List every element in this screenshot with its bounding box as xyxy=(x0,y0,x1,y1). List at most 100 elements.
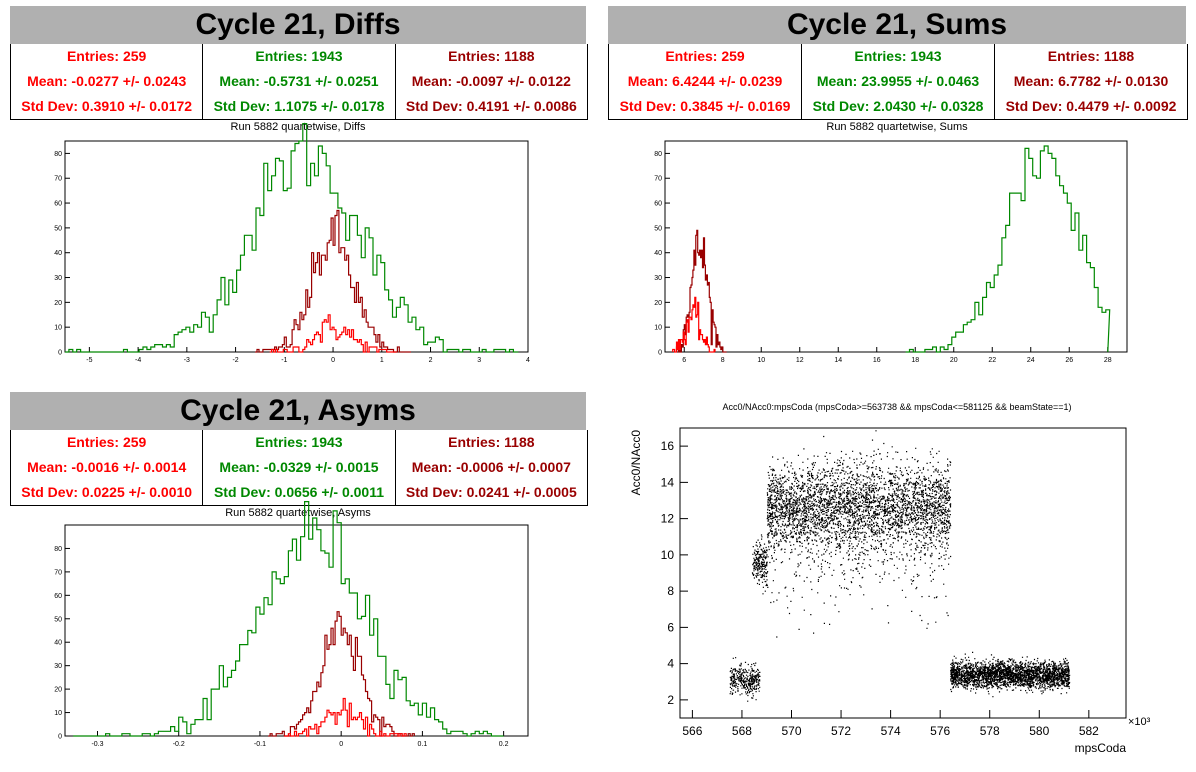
x-tick-label: -0.1 xyxy=(254,741,266,748)
sums-stats-box: Entries: 259 Mean: 6.4244 +/- 0.0239 Std… xyxy=(608,44,1188,120)
y-tick-label: 12 xyxy=(661,512,675,526)
sums-series-darkred xyxy=(675,229,727,353)
scatter-cluster-4 xyxy=(950,651,1071,698)
x-tick-label: 578 xyxy=(980,724,1000,738)
x-tick-label: 26 xyxy=(1065,357,1073,364)
x-tick-label: 12 xyxy=(796,357,804,364)
entries-value: 1943 xyxy=(910,48,942,64)
asyms-series-darkred xyxy=(268,611,415,737)
y-tick-label: 20 xyxy=(54,687,62,694)
diffs-stats-red: Entries: 259 Mean: -0.0277 +/- 0.0243 St… xyxy=(11,44,204,119)
diffs-frame xyxy=(64,140,529,353)
sums-frame xyxy=(664,140,1128,353)
y-tick-label: 6 xyxy=(667,620,674,634)
scatter-cluster-1 xyxy=(751,534,768,595)
y-tick-label: 70 xyxy=(654,176,662,183)
diffs-subtitle: Run 5882 quartetwise, Diffs xyxy=(230,121,366,133)
y-tick-label: 60 xyxy=(54,593,62,600)
mean-value: -0.0329 +/- 0.0015 xyxy=(263,459,379,475)
y-tick-label: 80 xyxy=(54,546,62,553)
mean-value: -0.0006 +/- 0.0007 xyxy=(456,459,571,475)
scatter-title: Acc0/NAcc0:mpsCoda (mpsCoda>=563738 && m… xyxy=(722,402,1072,412)
x-tick-label: -4 xyxy=(135,357,141,364)
entries-value: 259 xyxy=(122,48,147,64)
x-tick-label: 10 xyxy=(757,357,765,364)
y-tick-label: 50 xyxy=(54,616,62,623)
x-tick-label: 568 xyxy=(732,724,752,738)
y-tick-label: 30 xyxy=(654,275,662,282)
std-value: 0.3910 +/- 0.0172 xyxy=(81,98,193,114)
sums-stats-green: Entries: 1943 Mean: 23.9955 +/- 0.0463 S… xyxy=(802,44,995,119)
scatter-cluster-2 xyxy=(766,430,952,583)
y-tick-label: 80 xyxy=(54,151,62,158)
x-tick-label: 572 xyxy=(831,724,851,738)
y-tick-label: 0 xyxy=(58,734,62,741)
x-tick-label: 570 xyxy=(781,724,801,738)
y-tick-label: 20 xyxy=(54,300,62,307)
x-tick-label: 0.1 xyxy=(418,741,428,748)
x-axis-exponent: ×10³ xyxy=(1128,716,1151,728)
x-tick-label: 22 xyxy=(988,357,996,364)
entries-value: 1943 xyxy=(311,434,343,450)
x-tick-label: 16 xyxy=(873,357,881,364)
x-tick-label: -1 xyxy=(281,357,287,364)
y-tick-label: 70 xyxy=(54,569,62,576)
x-tick-label: -0.3 xyxy=(91,741,103,748)
mean-value: 6.4244 +/- 0.0239 xyxy=(672,73,783,89)
y-tick-label: 20 xyxy=(654,300,662,307)
asyms-stats-darkred: Entries: 1188 Mean: -0.0006 +/- 0.0007 S… xyxy=(405,434,577,500)
x-tick-label: -5 xyxy=(86,357,92,364)
asyms-stats-red: Entries: 259 Mean: -0.0016 +/- 0.0014 St… xyxy=(11,430,204,505)
y-tick-label: 30 xyxy=(54,663,62,670)
entries-value: 259 xyxy=(122,434,147,450)
entries-value: 1188 xyxy=(504,48,535,64)
std-value: 0.3845 +/- 0.0169 xyxy=(680,98,791,114)
x-tick-label: -2 xyxy=(232,357,238,364)
std-value: 0.0241 +/- 0.0005 xyxy=(466,484,577,500)
entries-value: 1188 xyxy=(504,434,535,450)
std-value: 0.4191 +/- 0.0086 xyxy=(466,98,577,114)
y-tick-label: 80 xyxy=(654,151,662,158)
y-tick-label: 60 xyxy=(654,201,662,208)
sums-series-red xyxy=(672,296,716,353)
sums-subtitle: Run 5882 quartetwise, Sums xyxy=(826,121,968,133)
x-tick-label: 6 xyxy=(682,357,686,364)
diffs-series-green xyxy=(65,123,519,353)
diffs-stats-darkred: Entries: 1188 Mean: -0.0097 +/- 0.0122 S… xyxy=(405,48,577,114)
x-tick-label: 2 xyxy=(429,357,433,364)
y-tick-label: 40 xyxy=(54,640,62,647)
mean-value: 23.9955 +/- 0.0463 xyxy=(861,73,980,89)
mean-value: -0.0016 +/- 0.0014 xyxy=(71,459,187,475)
scatter-frame xyxy=(679,427,1127,719)
x-tick-label: 0.2 xyxy=(499,741,509,748)
x-tick-label: 580 xyxy=(1029,724,1049,738)
y-tick-label: 50 xyxy=(54,225,62,232)
diffs-series-darkred xyxy=(255,209,411,353)
x-tick-label: 582 xyxy=(1079,724,1099,738)
sums-stats-darkred: Entries: 1188 Mean: 6.7782 +/- 0.0130 St… xyxy=(1005,48,1177,114)
mean-value: 6.7782 +/- 0.0130 xyxy=(1058,73,1169,89)
diffs-stats-box: Entries: 259 Mean: -0.0277 +/- 0.0243 St… xyxy=(10,44,588,120)
x-axis-label: mpsCoda xyxy=(1075,741,1127,755)
asyms-stats-box: Entries: 259 Mean: -0.0016 +/- 0.0014 St… xyxy=(10,430,588,506)
diffs-series-red xyxy=(269,314,397,353)
y-tick-label: 2 xyxy=(667,693,674,707)
x-tick-label: 24 xyxy=(1027,357,1035,364)
x-tick-label: 0 xyxy=(331,357,335,364)
diffs-title: Cycle 21, Diffs xyxy=(10,6,586,44)
y-axis-label: Acc0/NAcc0 xyxy=(629,430,643,496)
x-tick-label: 14 xyxy=(834,357,842,364)
y-tick-label: 14 xyxy=(661,475,675,489)
y-tick-label: 40 xyxy=(54,250,62,257)
x-tick-label: -0.2 xyxy=(173,741,185,748)
y-tick-label: 30 xyxy=(54,275,62,282)
std-value: 0.0656 +/- 0.0011 xyxy=(274,484,385,500)
mean-value: -0.0097 +/- 0.0122 xyxy=(456,73,571,89)
x-tick-label: 8 xyxy=(721,357,725,364)
asyms-series-red xyxy=(284,697,407,737)
entries-value: 1943 xyxy=(311,48,343,64)
mean-value: -0.5731 +/- 0.0251 xyxy=(263,73,379,89)
std-value: 0.0225 +/- 0.0010 xyxy=(81,484,193,500)
entries-value: 1188 xyxy=(1103,48,1135,64)
